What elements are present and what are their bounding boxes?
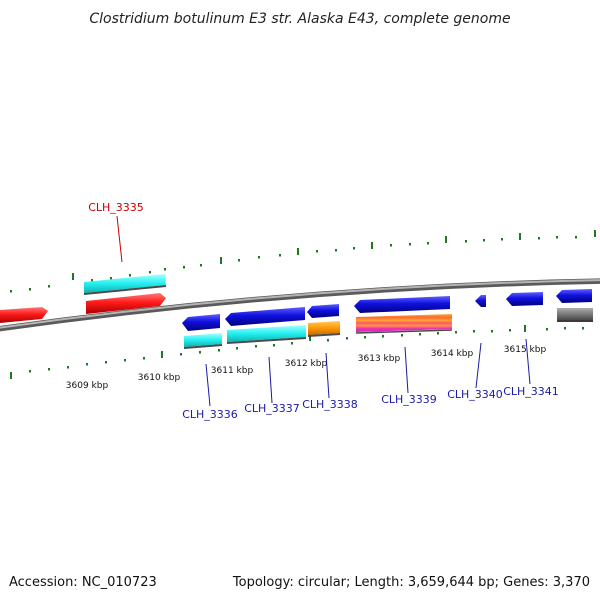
gene-arrow-clh-3336[interactable]: [182, 314, 220, 331]
major-tick: [161, 351, 163, 358]
cds-box-clh-3335[interactable]: [84, 274, 166, 293]
major-tick: [519, 233, 521, 240]
cds-box-clh-3338[interactable]: [308, 321, 340, 335]
outer-tick-row: [10, 230, 596, 293]
kbp-scale-labels: 3609 kbp 3610 kbp 3611 kbp 3612 kbp 3613…: [66, 345, 547, 391]
major-tick: [594, 230, 596, 237]
gene-arrow-clh-3340[interactable]: [475, 295, 486, 307]
major-tick: [72, 273, 74, 280]
genome-stats-text: Topology: circular; Length: 3,659,644 bp…: [232, 575, 590, 590]
kbp-tick-label: 3611 kbp: [211, 366, 254, 376]
gene-arrow-clh-3341[interactable]: [506, 292, 543, 306]
major-tick: [524, 325, 526, 332]
gene-arrow-clh-3337[interactable]: [225, 307, 305, 326]
major-tick: [220, 257, 222, 264]
label-leaders: [116, 215, 531, 407]
gene-label-clh-3335[interactable]: CLH_3335: [88, 201, 144, 214]
cds-box-clh-3336[interactable]: [184, 333, 222, 347]
gene-label-clh-3336[interactable]: CLH_3336: [182, 408, 238, 421]
gene-label-clh-3338[interactable]: CLH_3338: [302, 398, 358, 411]
gene-label-clh-3339[interactable]: CLH_3339: [381, 393, 437, 406]
major-tick: [10, 372, 12, 379]
kbp-tick-label: 3613 kbp: [358, 354, 401, 364]
gene-label-clh-3337[interactable]: CLH_3337: [244, 402, 300, 415]
gene-labels: CLH_3335 CLH_3336 CLH_3337 CLH_3338 CLH_…: [88, 201, 559, 421]
kbp-tick-label: 3609 kbp: [66, 381, 109, 391]
gene-arrow-clh-3335[interactable]: [86, 293, 166, 314]
genome-backbone: [0, 278, 600, 332]
cds-box-clh-3339[interactable]: [356, 314, 452, 332]
kbp-tick-label: 3615 kbp: [504, 345, 547, 355]
major-tick: [309, 334, 311, 341]
gene-arrow[interactable]: [0, 307, 48, 323]
gene-arrow-clh-3338[interactable]: [307, 304, 339, 318]
gene-arrow[interactable]: [556, 289, 592, 303]
major-tick: [445, 236, 447, 243]
kbp-tick-label: 3610 kbp: [138, 373, 181, 383]
reverse-strand-features: [182, 289, 593, 349]
major-tick: [371, 242, 373, 249]
gene-label-clh-3340[interactable]: CLH_3340: [447, 388, 503, 401]
gene-arrow-clh-3339[interactable]: [354, 296, 450, 313]
major-tick: [297, 248, 299, 255]
gene-label-clh-3341[interactable]: CLH_3341: [503, 385, 559, 398]
kbp-tick-label: 3614 kbp: [431, 349, 474, 359]
cds-box-clh-3337[interactable]: [227, 325, 306, 342]
accession-text: Accession: NC_010723: [9, 575, 157, 590]
forward-strand-features: [0, 274, 167, 323]
cds-box[interactable]: [557, 308, 593, 320]
inner-tick-row: [10, 325, 584, 379]
map-title: Clostridium botulinum E3 str. Alaska E43…: [89, 11, 510, 27]
kbp-tick-label: 3612 kbp: [285, 359, 328, 369]
